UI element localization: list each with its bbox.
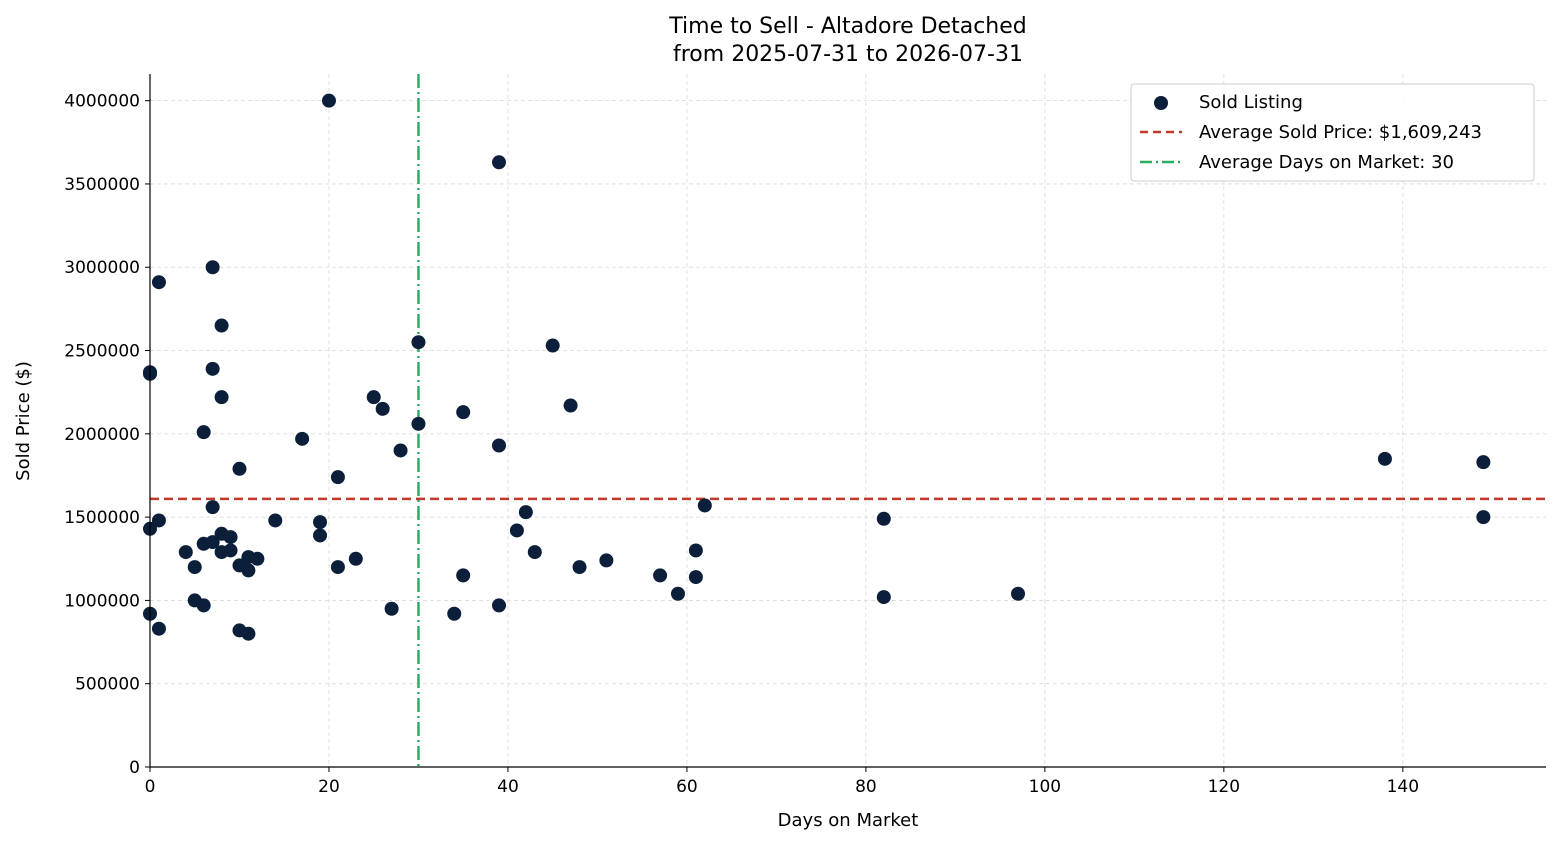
data-point bbox=[1476, 455, 1491, 470]
data-point bbox=[375, 401, 390, 416]
legend-marker-sold-listing bbox=[1154, 96, 1168, 110]
x-tick-label: 40 bbox=[497, 777, 519, 797]
legend-label-sold-listing: Sold Listing bbox=[1199, 92, 1303, 113]
data-point bbox=[492, 598, 506, 613]
data-point bbox=[214, 390, 229, 405]
data-point bbox=[241, 626, 256, 641]
legend: Sold Listing Average Sold Price: $1,609,… bbox=[1130, 83, 1535, 182]
data-point bbox=[563, 398, 578, 413]
data-point bbox=[223, 530, 238, 545]
y-axis-label: Sold Price ($) bbox=[13, 361, 34, 481]
data-point bbox=[384, 601, 399, 616]
data-point bbox=[411, 335, 426, 350]
y-tick-label: 4000000 bbox=[64, 92, 140, 112]
data-point bbox=[205, 260, 220, 275]
data-point bbox=[688, 543, 703, 558]
y-tick-label: 2000000 bbox=[64, 425, 140, 445]
data-point bbox=[313, 515, 328, 530]
data-point bbox=[411, 416, 426, 431]
data-point bbox=[599, 553, 614, 568]
chart-title-line1: Time to Sell - Altadore Detached bbox=[668, 14, 1026, 39]
axes bbox=[145, 74, 1546, 772]
tick-labels: 0 20 40 60 80 100 120 140 0 500000 1000000 1500000 2… bbox=[64, 92, 1419, 797]
legend-label-average-price: Average Sold Price: $1,609,243 bbox=[1199, 122, 1482, 143]
data-point bbox=[187, 560, 202, 575]
data-point bbox=[151, 513, 166, 528]
y-tick-label: 2500000 bbox=[64, 342, 140, 362]
data-point bbox=[456, 568, 471, 583]
data-point bbox=[178, 545, 193, 560]
legend-label-average-days: Average Days on Market: 30 bbox=[1199, 152, 1454, 173]
chart-subtitle: from 2025-07-31 to 2026-07-31 bbox=[673, 42, 1023, 67]
data-point bbox=[151, 275, 166, 290]
data-point bbox=[447, 606, 462, 621]
y-tick-label: 3500000 bbox=[64, 175, 140, 195]
data-point bbox=[545, 338, 560, 353]
y-tick-label: 3000000 bbox=[64, 258, 140, 278]
data-point bbox=[1377, 451, 1392, 466]
data-point bbox=[876, 511, 891, 526]
data-point bbox=[313, 528, 328, 543]
data-point bbox=[348, 551, 363, 566]
data-point bbox=[456, 405, 471, 420]
y-tick-label: 500000 bbox=[75, 675, 140, 695]
data-point bbox=[330, 470, 345, 485]
data-point bbox=[214, 318, 229, 333]
data-point bbox=[321, 93, 336, 108]
data-point bbox=[697, 498, 712, 513]
x-tick-label: 0 bbox=[145, 777, 156, 797]
data-point bbox=[330, 560, 345, 575]
data-point bbox=[492, 155, 506, 170]
x-tick-label: 80 bbox=[855, 777, 877, 797]
data-point bbox=[366, 390, 381, 405]
data-point bbox=[518, 505, 533, 520]
data-point bbox=[205, 535, 220, 550]
legend-box bbox=[1130, 83, 1535, 182]
data-point bbox=[232, 461, 247, 476]
data-point bbox=[295, 431, 310, 446]
y-tick-label: 0 bbox=[129, 758, 140, 778]
x-tick-label: 60 bbox=[676, 777, 698, 797]
data-points bbox=[143, 93, 1491, 641]
data-point bbox=[670, 586, 685, 601]
data-point bbox=[151, 621, 166, 636]
data-point bbox=[268, 513, 283, 528]
data-point bbox=[205, 500, 220, 515]
data-point bbox=[196, 598, 211, 613]
data-point bbox=[653, 568, 668, 583]
data-point bbox=[223, 543, 238, 558]
data-point bbox=[492, 438, 506, 453]
data-point bbox=[572, 560, 587, 575]
chart-title: Time to Sell - Altadore Detached from 20… bbox=[668, 14, 1026, 67]
data-point bbox=[241, 563, 256, 578]
data-point bbox=[196, 425, 211, 440]
data-point bbox=[876, 590, 891, 605]
data-point bbox=[1011, 586, 1026, 601]
data-point bbox=[205, 361, 220, 376]
data-point bbox=[393, 443, 408, 458]
x-tick-label: 140 bbox=[1387, 777, 1419, 797]
x-axis-label: Days on Market bbox=[778, 810, 919, 831]
y-tick-label: 1000000 bbox=[64, 591, 140, 611]
data-point bbox=[509, 523, 524, 538]
data-point bbox=[688, 570, 703, 585]
data-point bbox=[1476, 510, 1491, 525]
data-point bbox=[250, 551, 265, 566]
data-point bbox=[527, 545, 542, 560]
y-tick-label: 1500000 bbox=[64, 508, 140, 528]
x-tick-label: 20 bbox=[318, 777, 340, 797]
x-tick-label: 100 bbox=[1029, 777, 1061, 797]
x-tick-label: 120 bbox=[1208, 777, 1240, 797]
